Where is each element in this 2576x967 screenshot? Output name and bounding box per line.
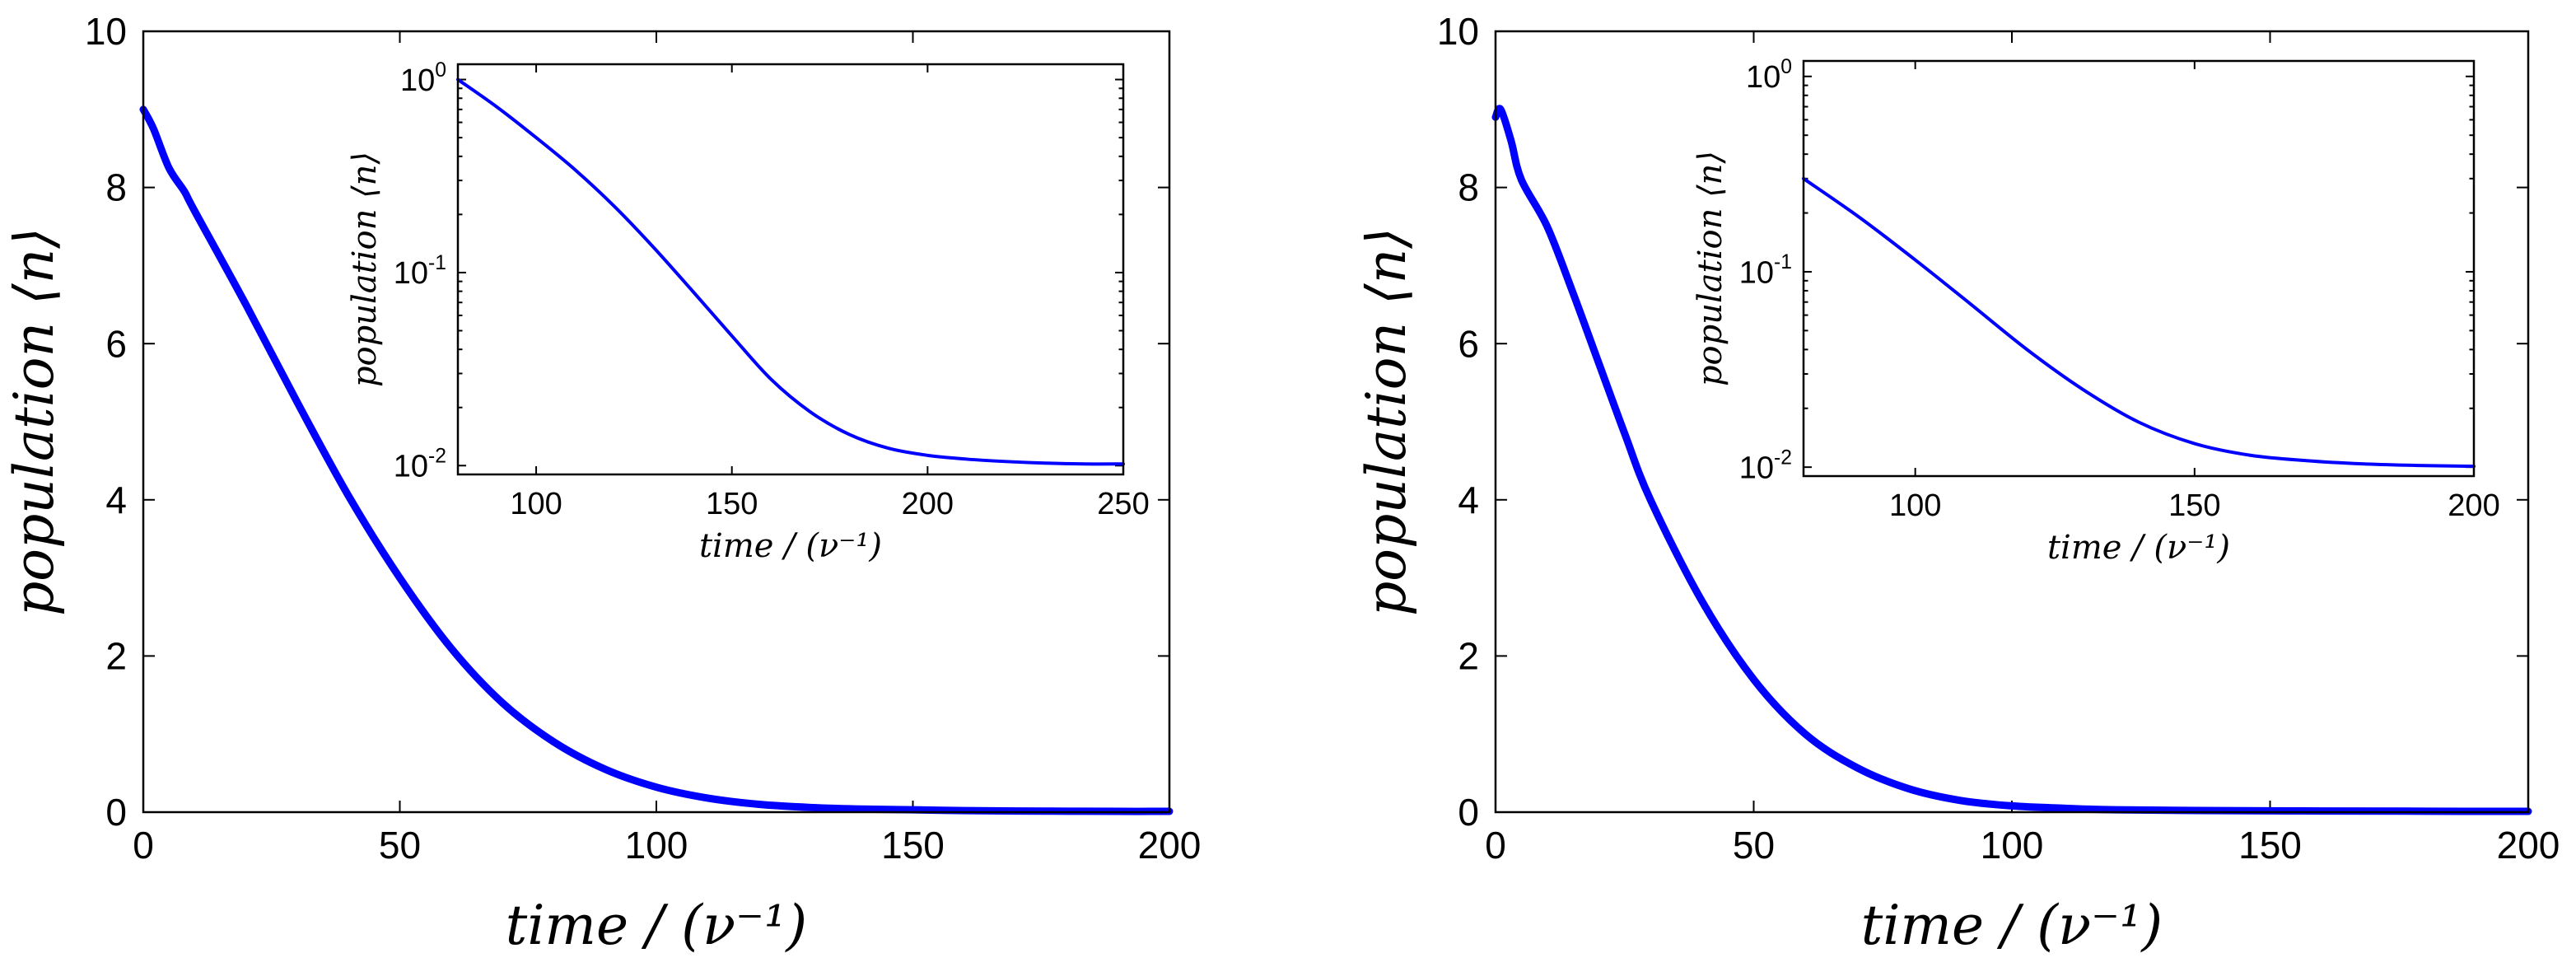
left-inset-background	[458, 64, 1123, 474]
right-inset-ytick-label-0: 10-2	[1739, 446, 1792, 485]
left-inset-xtick-label-2: 200	[902, 487, 954, 521]
right-inset-xtick-label-1: 150	[2168, 488, 2220, 523]
left-main-xlabel: time / (ν⁻¹)	[506, 894, 807, 957]
left-inset-frame	[456, 63, 1125, 476]
right-main-frame	[1494, 30, 2530, 814]
left-inset-ytick-label-1: 10-1	[394, 252, 446, 291]
right-main-ylabel: population ⟨n⟩	[1355, 227, 1418, 616]
left-inset-xlabel: time / (ν⁻¹)	[699, 527, 882, 565]
left-main-series-line-0	[139, 105, 1174, 815]
left-main-axes: 0 50 100 150 200 0 2 4 6 8 10 time / (ν⁻¹) populatio…	[2, 10, 1201, 957]
left-main-ytick-label-0: 0	[105, 791, 127, 834]
right-main-axes: 0 50 100 150 200 0 2 4 6 8 10 time / (ν⁻¹) populatio…	[1355, 10, 2560, 957]
right-main-ytick-label-0: 0	[1458, 791, 1479, 834]
right-main-ytick-label-2: 4	[1458, 479, 1479, 521]
left-main-ytick-label-2: 4	[105, 479, 127, 521]
left-main-ytick-label-3: 6	[105, 322, 127, 365]
right-main-xtick-label-1: 50	[1733, 824, 1775, 867]
right-main-ytick-label-1: 2	[1458, 635, 1479, 678]
left-inset-xtick-label-3: 250	[1097, 487, 1149, 521]
left-main-ytick-label-4: 8	[105, 166, 127, 209]
left-main-ytick-label-5: 10	[85, 10, 127, 53]
left-main-xtick-label-0: 0	[133, 824, 154, 867]
left-main-ytick-label-1: 2	[105, 635, 127, 678]
right-inset-ylabel: population ⟨n⟩	[1692, 151, 1729, 386]
right-main-ytick-label-3: 6	[1458, 322, 1479, 365]
right-inset-frame	[1802, 59, 2476, 478]
right-main-xtick-label-2: 100	[1981, 824, 2044, 867]
right-inset-background	[1804, 61, 2474, 476]
left-main-frame	[142, 30, 1171, 814]
left-inset-xtick-label-0: 100	[510, 487, 562, 521]
left-main-ylabel: population ⟨n⟩	[2, 227, 66, 616]
left-inset-ylabel: population ⟨n⟩	[346, 152, 384, 387]
right-inset-xlabel: time / (ν⁻¹)	[2047, 529, 2230, 567]
right-main-ytick-label-4: 8	[1458, 166, 1479, 209]
left-main-xtick-label-4: 200	[1138, 824, 1202, 867]
right-inset-ytick-label-1: 10-1	[1739, 251, 1792, 290]
left-inset-series-line-0	[456, 77, 1125, 466]
left-main-xtick-label-3: 150	[881, 824, 945, 867]
left-inset-ytick-label-0: 10-2	[394, 445, 446, 484]
right-inset-series-line-0	[1802, 176, 2476, 469]
right-main-xtick-label-4: 200	[2497, 824, 2560, 867]
right-inset-xtick-label-2: 200	[2448, 488, 2499, 523]
right-inset-ytick-label-2: 100	[1746, 56, 1792, 95]
left-main-xtick-label-2: 100	[625, 824, 688, 867]
right-main-xtick-label-3: 150	[2238, 824, 2302, 867]
right-main-ytick-label-5: 10	[1437, 10, 1479, 53]
right-inset-xtick-label-0: 100	[1889, 488, 1941, 523]
left-inset-axes: 100 150 200 250 10-2 10-1 100 time / (ν⁻¹) popul…	[346, 59, 1150, 565]
left-inset-ytick-label-2: 100	[400, 59, 446, 98]
left-main-xtick-label-1: 50	[379, 824, 421, 867]
right-main-xlabel: time / (ν⁻¹)	[1861, 894, 2163, 957]
right-main-xtick-label-0: 0	[1485, 824, 1506, 867]
right-main-series-line-0	[1491, 105, 2532, 815]
right-inset-axes: 100 150 200 10-2 10-1 100 time / (ν⁻¹) populati…	[1692, 56, 2500, 567]
left-inset-xtick-label-1: 150	[706, 487, 758, 521]
